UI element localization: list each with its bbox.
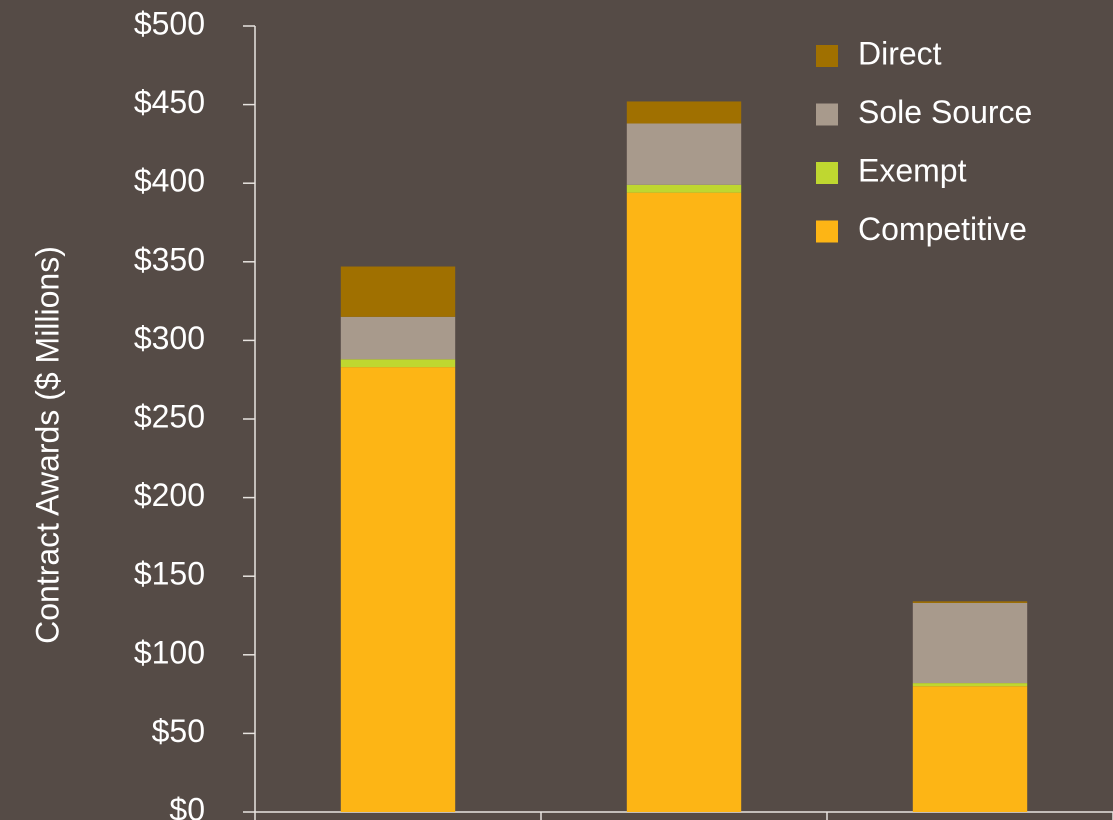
y-tick-label: $300: [134, 320, 205, 356]
y-tick-label: $500: [134, 5, 205, 41]
bar-segment: [912, 601, 1028, 603]
legend-swatch: [816, 45, 838, 67]
bar-segment: [626, 184, 742, 193]
bar-segment: [912, 686, 1028, 812]
y-tick-label: $100: [134, 634, 205, 670]
legend-label: Competitive: [858, 211, 1027, 247]
bar-segment: [340, 316, 456, 360]
y-tick-label: $400: [134, 163, 205, 199]
bar-segment: [912, 602, 1028, 684]
bar-segment: [626, 123, 742, 185]
bar-segment: [340, 359, 456, 368]
y-tick-label: $200: [134, 477, 205, 513]
bar-segment: [912, 683, 1028, 687]
y-tick-label: $450: [134, 84, 205, 120]
y-tick-label: $350: [134, 241, 205, 277]
bar-segment: [626, 101, 742, 124]
y-axis-label: Contract Awards ($ Millions): [29, 246, 65, 644]
bar-segment: [340, 266, 456, 317]
y-tick-label: $250: [134, 398, 205, 434]
legend-swatch: [816, 103, 838, 126]
legend-swatch: [816, 220, 838, 243]
legend-swatch: [816, 162, 838, 184]
y-tick-label: $50: [152, 713, 205, 749]
legend-label: Direct: [858, 35, 942, 71]
legend-label: Sole Source: [858, 94, 1032, 130]
y-tick-label: $0: [169, 791, 205, 820]
bar-segment: [626, 192, 742, 812]
y-tick-label: $150: [134, 556, 205, 592]
bar-segment: [340, 367, 456, 812]
legend-label: Exempt: [858, 152, 967, 188]
